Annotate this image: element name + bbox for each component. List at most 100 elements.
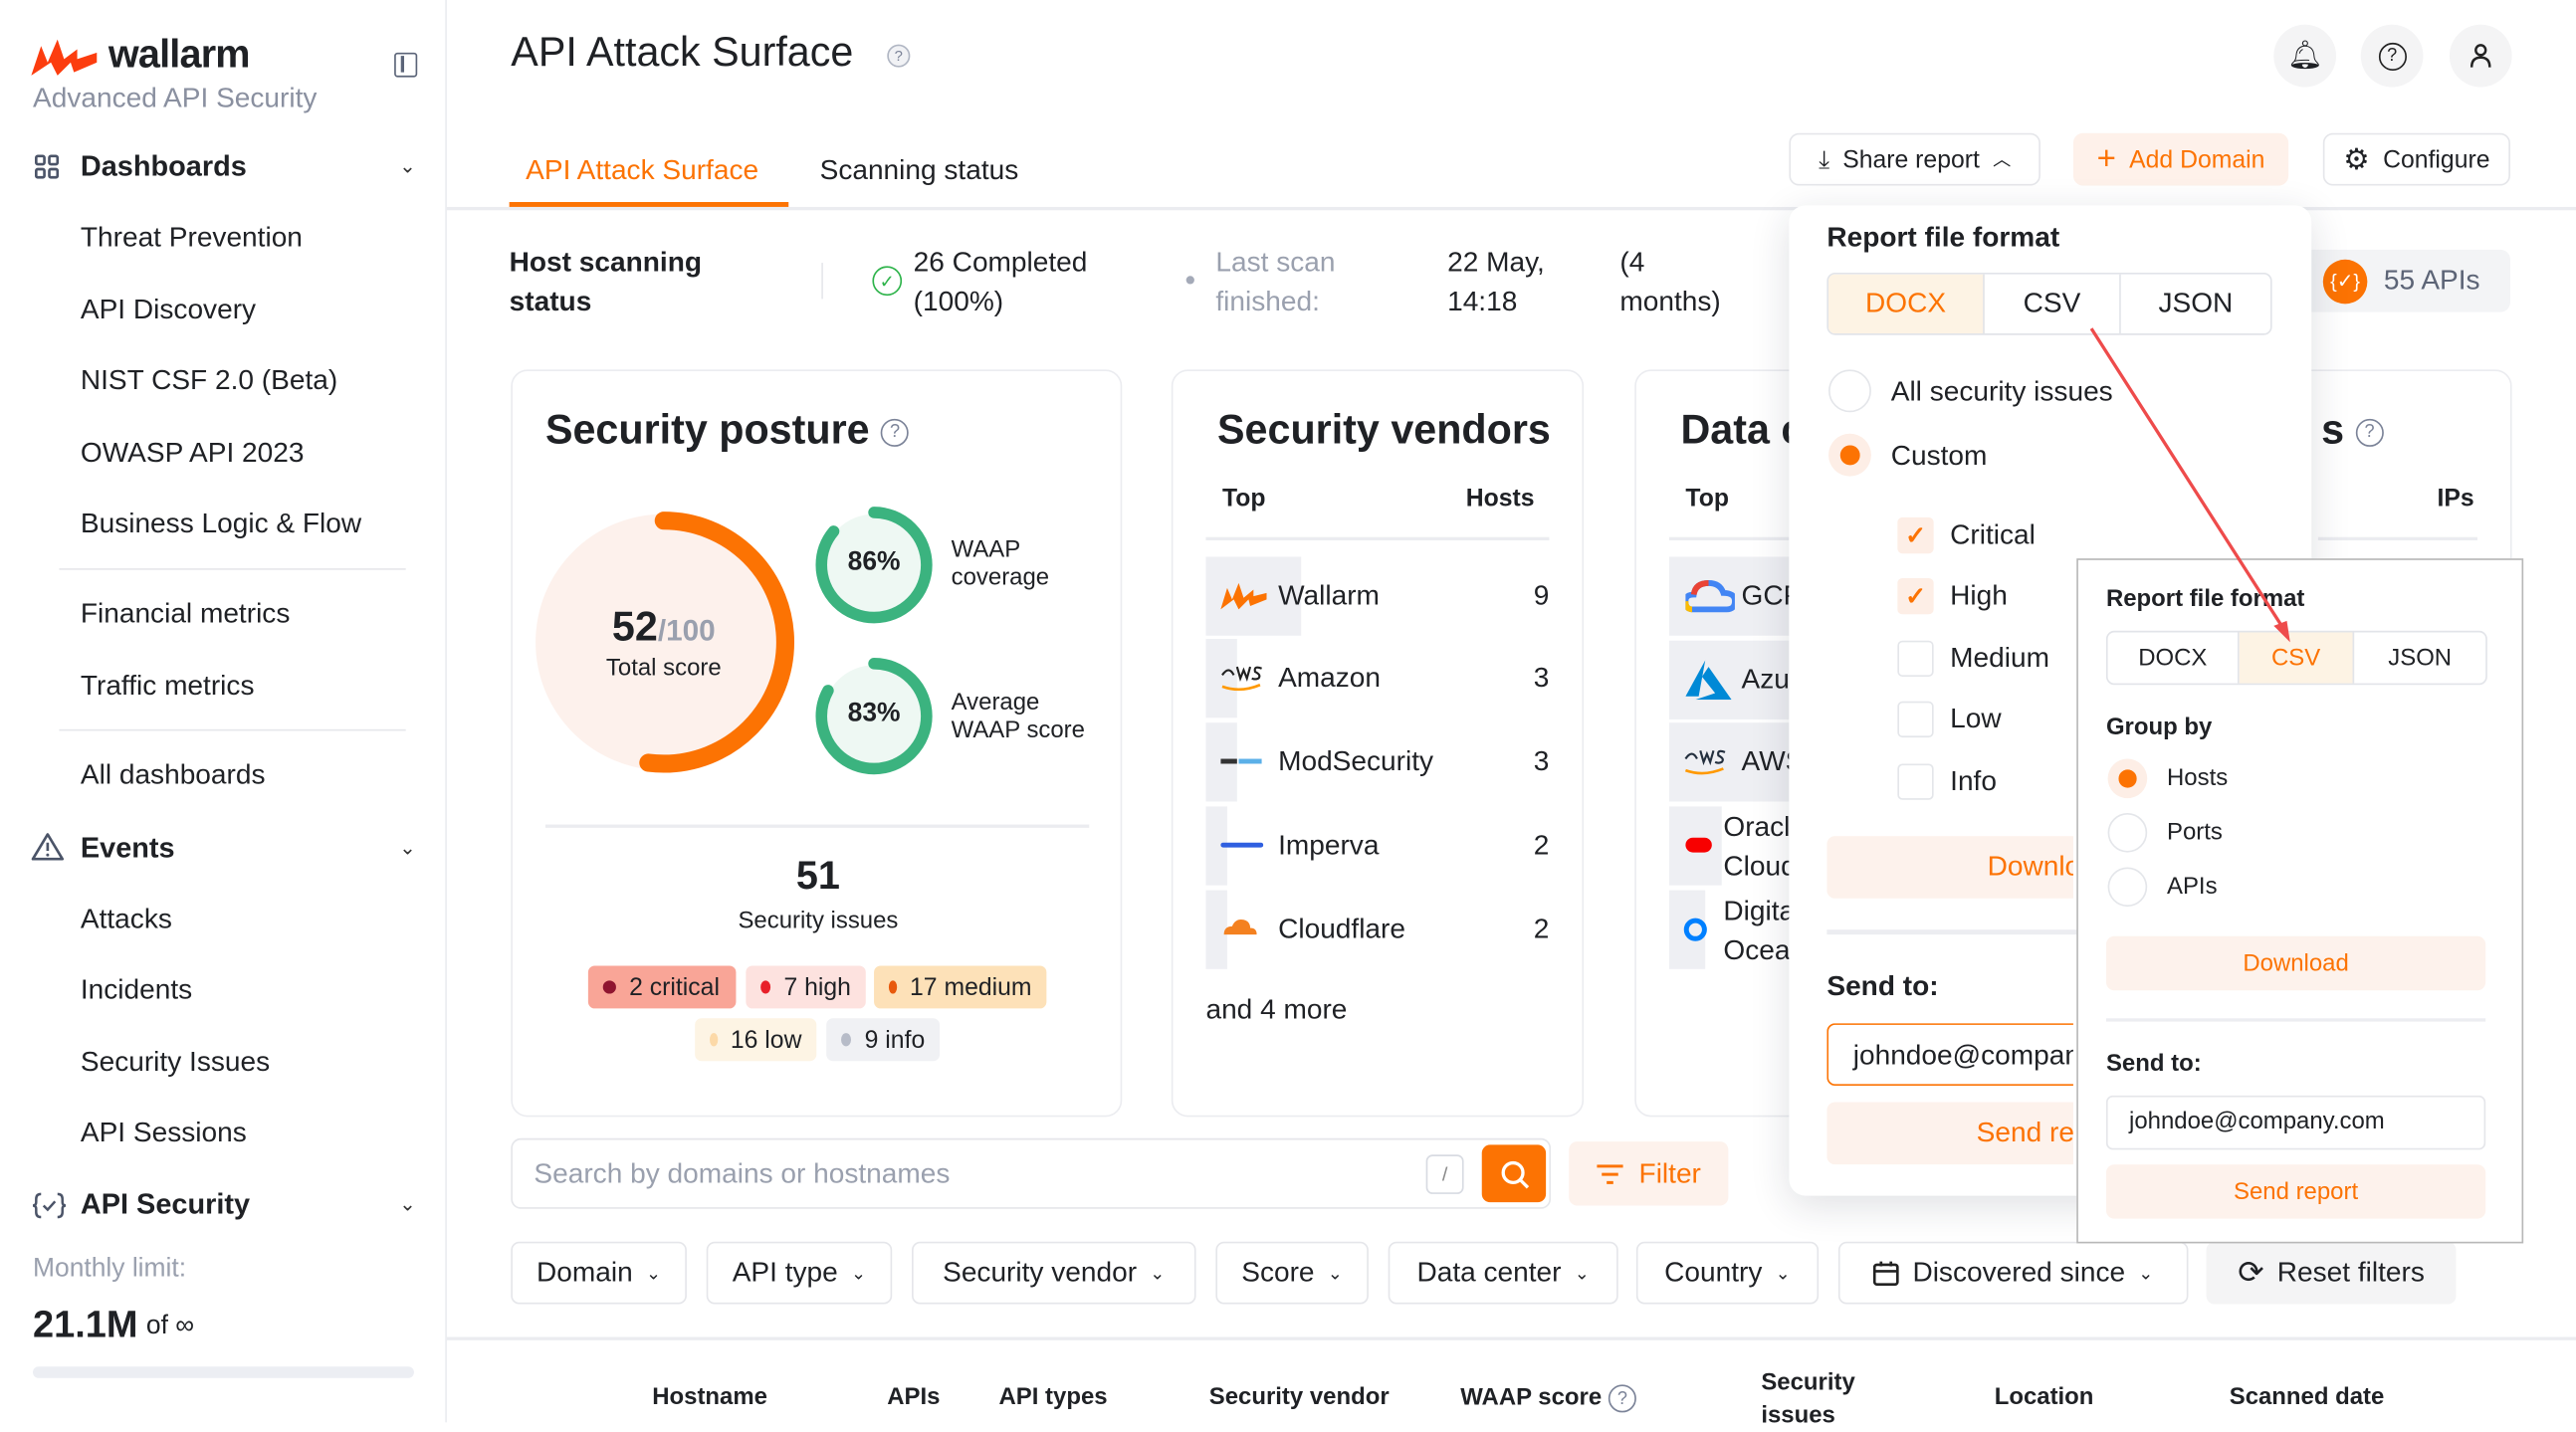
sidebar-item-business-logic[interactable]: Business Logic & Flow: [80, 508, 362, 539]
sidebar-item-attacks[interactable]: Attacks: [80, 903, 172, 935]
badge-critical[interactable]: 2 critical: [587, 965, 737, 1009]
help-icon[interactable]: ?: [1608, 1384, 1636, 1413]
share-report-button[interactable]: ⤓ Share report ︿: [1789, 132, 2040, 186]
sidebar-item-nist[interactable]: NIST CSF 2.0 (Beta): [80, 364, 338, 396]
sidebar-item-api-sessions[interactable]: API Sessions: [80, 1117, 247, 1148]
filter-api-type[interactable]: API type ⌄: [706, 1241, 893, 1305]
format-docx[interactable]: DOCX: [1828, 274, 1985, 334]
checkbox-low[interactable]: [1897, 701, 1934, 738]
chevron-down-icon[interactable]: ⌄: [399, 836, 416, 860]
col-api-types[interactable]: API types: [998, 1384, 1108, 1411]
filter-country[interactable]: Country ⌄: [1635, 1241, 1820, 1305]
filter-score[interactable]: Score ⌄: [1215, 1241, 1369, 1305]
download-button[interactable]: Download: [2105, 935, 2486, 991]
format-json[interactable]: JSON: [2388, 644, 2453, 672]
badge-info[interactable]: 9 info: [826, 1018, 941, 1062]
filter-button[interactable]: Filter: [1569, 1141, 1729, 1206]
tab-scanning-status[interactable]: Scanning status: [819, 154, 1019, 186]
sidebar-item-all-dashboards[interactable]: All dashboards: [80, 758, 266, 790]
datacenter-row[interactable]: AWS: [1668, 722, 1790, 802]
sidebar-item-financial[interactable]: Financial metrics: [80, 597, 291, 630]
vendor-row[interactable]: Wallarm 9: [1205, 556, 1549, 636]
col-scanned-date[interactable]: Scanned date: [2229, 1384, 2385, 1411]
format-csv[interactable]: CSV: [2239, 632, 2355, 684]
search-input[interactable]: Search by domains or hostnames /: [511, 1137, 1552, 1209]
col-waap-score[interactable]: WAAP score ?: [1460, 1384, 1636, 1413]
filter-discovered-since[interactable]: Discovered since ⌄: [1837, 1241, 2189, 1305]
apis-count-badge[interactable]: {✓} 55 APIs: [2299, 249, 2510, 312]
badge-medium[interactable]: 17 medium: [874, 965, 1047, 1009]
col-hostname[interactable]: Hostname: [652, 1384, 767, 1411]
radio-custom[interactable]: [1828, 433, 1871, 477]
help-icon[interactable]: ?: [887, 44, 911, 68]
badge-low[interactable]: 16 low: [695, 1018, 817, 1062]
download-button[interactable]: Download: [1826, 836, 2073, 899]
vendor-row[interactable]: Cloudflare 2: [1205, 890, 1549, 969]
divider: [2105, 1018, 2486, 1022]
more-vendors-link[interactable]: and 4 more: [1205, 993, 1348, 1025]
filter-security-vendor[interactable]: Security vendor ⌄: [912, 1241, 1196, 1305]
sidebar-item-incidents[interactable]: Incidents: [80, 973, 193, 1006]
chevron-down-icon[interactable]: ⌄: [399, 154, 416, 178]
sidebar-item-security-issues[interactable]: Security Issues: [80, 1046, 271, 1078]
notifications-button[interactable]: 🔔︎: [2273, 24, 2337, 88]
col-top: Top: [1221, 484, 1266, 512]
dashboards-icon: [34, 154, 60, 179]
help-icon[interactable]: ?: [2355, 418, 2384, 447]
col-security-issues[interactable]: Security issues: [1761, 1369, 1855, 1429]
email-input[interactable]: johndoe@company.com: [1826, 1023, 2073, 1086]
radio-all-issues[interactable]: [1828, 369, 1871, 413]
avg-waap-ring: [815, 658, 933, 775]
configure-button[interactable]: ⚙ Configure: [2322, 132, 2510, 186]
card-title: Data c: [1680, 407, 1789, 454]
sidebar-item-owasp[interactable]: OWASP API 2023: [80, 437, 305, 469]
search-button[interactable]: [1481, 1144, 1547, 1203]
radio-group-apis[interactable]: [2107, 867, 2148, 908]
sidebar-item-threat-prevention[interactable]: Threat Prevention: [80, 221, 303, 254]
radio-group-hosts[interactable]: [2107, 758, 2148, 799]
col-apis[interactable]: APIs: [887, 1384, 941, 1411]
datacenter-row[interactable]: Digital Ocean: [1668, 890, 1789, 969]
send-report-button[interactable]: Send report: [1826, 1102, 2073, 1165]
col-location[interactable]: Location: [1994, 1384, 2094, 1411]
scan-completed: 26 Completed (100%): [913, 246, 1088, 317]
col-security-vendor[interactable]: Security vendor: [1208, 1384, 1390, 1411]
warning-icon: [31, 833, 65, 861]
collapse-sidebar-icon[interactable]: [394, 52, 418, 78]
reset-filters-button[interactable]: ⟳ Reset filters: [2206, 1241, 2457, 1305]
filter-data-center[interactable]: Data center ⌄: [1388, 1241, 1618, 1305]
format-csv[interactable]: CSV: [1985, 274, 2121, 334]
chevron-down-icon[interactable]: ⌄: [399, 1192, 416, 1216]
sidebar-section-api-security[interactable]: API Security: [80, 1187, 251, 1221]
vendor-row[interactable]: Amazon 3: [1205, 639, 1549, 718]
send-report-button[interactable]: Send report: [2105, 1164, 2486, 1219]
filter-domain[interactable]: Domain ⌄: [511, 1241, 687, 1305]
sidebar-section-dashboards[interactable]: Dashboards: [80, 149, 247, 183]
profile-button[interactable]: [2449, 24, 2512, 88]
datacenter-row[interactable]: Azure: [1668, 640, 1790, 719]
format-json[interactable]: JSON: [2158, 287, 2234, 319]
tab-api-attack-surface[interactable]: API Attack Surface: [526, 154, 759, 186]
radio-group-ports[interactable]: [2107, 812, 2148, 853]
send-to-label: Send to:: [2105, 1051, 2202, 1078]
vendor-row[interactable]: ModSecurity 3: [1205, 722, 1549, 802]
format-docx[interactable]: DOCX: [2108, 632, 2240, 684]
dot-separator: [1185, 276, 1194, 285]
badge-high[interactable]: 7 high: [746, 965, 866, 1009]
sidebar-section-events[interactable]: Events: [80, 831, 175, 865]
help-icon[interactable]: ?: [881, 418, 910, 447]
sidebar-item-api-discovery[interactable]: API Discovery: [80, 294, 257, 325]
add-domain-button[interactable]: + Add Domain: [2072, 132, 2289, 186]
checkbox-critical[interactable]: ✓: [1897, 516, 1934, 554]
checkbox-high[interactable]: ✓: [1897, 577, 1934, 615]
brand-subtitle: Advanced API Security: [33, 82, 318, 113]
help-button[interactable]: ?: [2360, 24, 2424, 88]
checkbox-low-label: Low: [1950, 703, 2002, 734]
checkbox-medium[interactable]: [1897, 640, 1934, 678]
sidebar-item-traffic[interactable]: Traffic metrics: [80, 670, 255, 702]
vendor-row[interactable]: Imperva 2: [1205, 806, 1549, 886]
datacenter-row[interactable]: GCP: [1668, 556, 1790, 636]
email-input[interactable]: johndoe@company.com: [2105, 1095, 2486, 1150]
checkbox-info[interactable]: [1897, 763, 1934, 800]
datacenter-row[interactable]: Oracle Cloud: [1668, 806, 1789, 886]
